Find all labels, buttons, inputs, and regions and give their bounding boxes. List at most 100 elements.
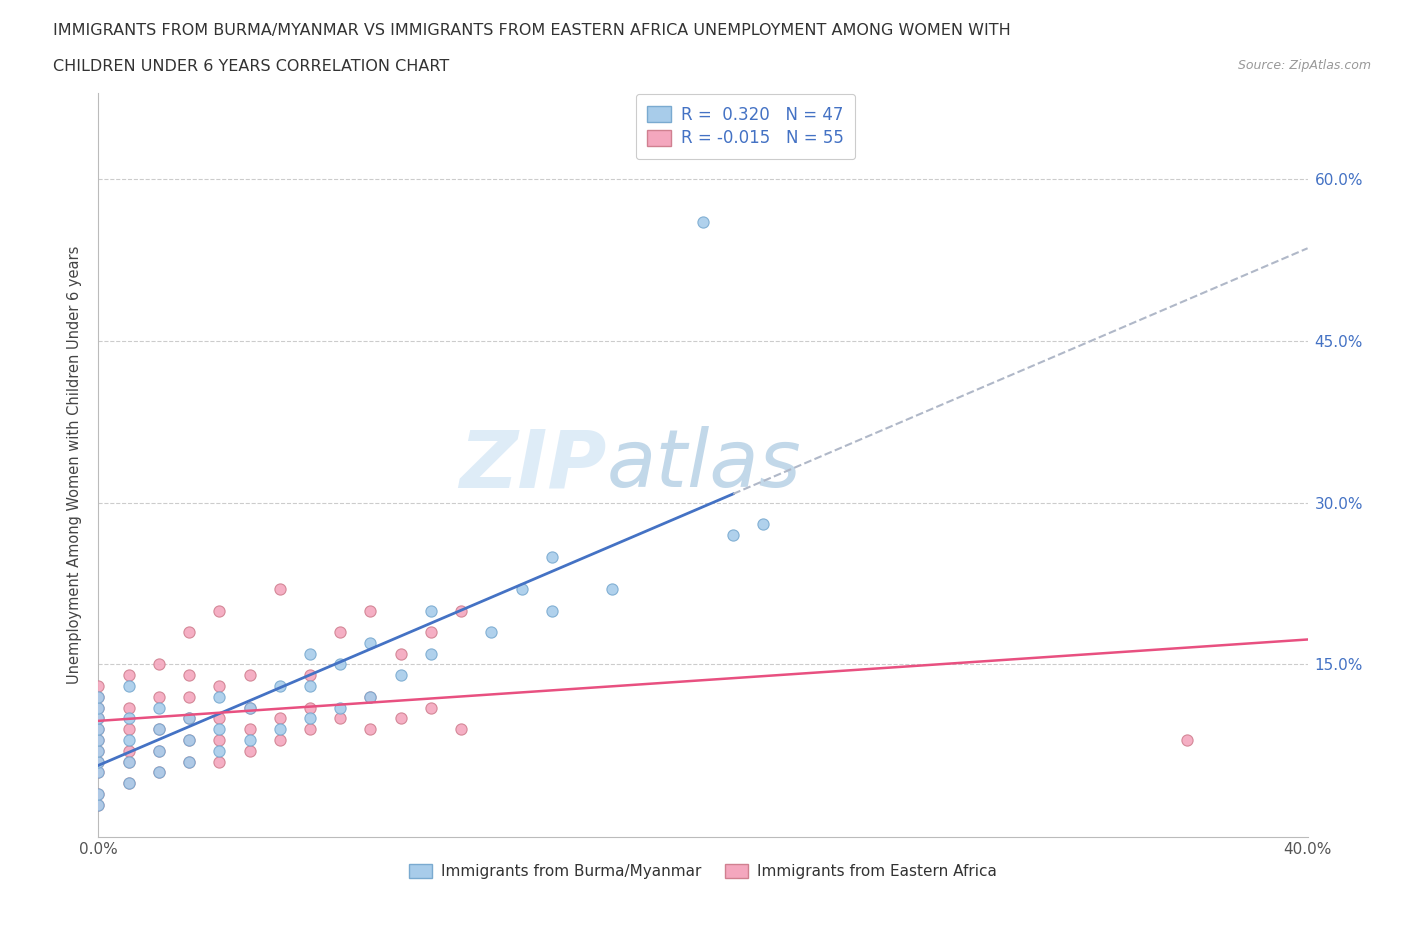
Point — [87, 754, 110, 769]
Point — [360, 689, 382, 704]
Point — [87, 700, 110, 715]
Text: IMMIGRANTS FROM BURMA/MYANMAR VS IMMIGRANTS FROM EASTERN AFRICA UNEMPLOYMENT AMO: IMMIGRANTS FROM BURMA/MYANMAR VS IMMIGRA… — [53, 23, 1011, 38]
Point — [299, 679, 322, 694]
Point — [118, 733, 141, 748]
Point — [239, 743, 262, 758]
Point — [239, 733, 262, 748]
Point — [148, 743, 170, 758]
Point — [360, 722, 382, 737]
Text: atlas: atlas — [606, 426, 801, 504]
Point — [87, 764, 110, 779]
Point — [239, 700, 262, 715]
Point — [179, 711, 201, 725]
Legend: Immigrants from Burma/Myanmar, Immigrants from Eastern Africa: Immigrants from Burma/Myanmar, Immigrant… — [404, 857, 1002, 885]
Point — [179, 668, 201, 683]
Point — [360, 635, 382, 650]
Point — [179, 754, 201, 769]
Point — [602, 581, 624, 596]
Point — [269, 581, 291, 596]
Point — [148, 743, 170, 758]
Point — [299, 711, 322, 725]
Point — [87, 700, 110, 715]
Point — [540, 550, 562, 565]
Point — [148, 722, 170, 737]
Point — [87, 797, 110, 812]
Point — [450, 604, 472, 618]
Point — [118, 668, 141, 683]
Point — [299, 722, 322, 737]
Point — [179, 711, 201, 725]
Point — [752, 517, 775, 532]
Point — [208, 722, 231, 737]
Point — [87, 743, 110, 758]
Point — [450, 722, 472, 737]
Point — [208, 604, 231, 618]
Point — [239, 722, 262, 737]
Point — [239, 668, 262, 683]
Point — [360, 604, 382, 618]
Point — [118, 722, 141, 737]
Point — [360, 689, 382, 704]
Point — [87, 764, 110, 779]
Point — [179, 733, 201, 748]
Point — [269, 711, 291, 725]
Point — [692, 215, 714, 230]
Point — [87, 733, 110, 748]
Point — [299, 700, 322, 715]
Point — [420, 604, 443, 618]
Point — [389, 668, 412, 683]
Point — [148, 764, 170, 779]
Point — [118, 743, 141, 758]
Point — [179, 625, 201, 640]
Point — [87, 722, 110, 737]
Point — [87, 711, 110, 725]
Point — [179, 689, 201, 704]
Point — [269, 722, 291, 737]
Point — [118, 711, 141, 725]
Point — [208, 754, 231, 769]
Point — [148, 689, 170, 704]
Point — [87, 797, 110, 812]
Point — [87, 733, 110, 748]
Text: CHILDREN UNDER 6 YEARS CORRELATION CHART: CHILDREN UNDER 6 YEARS CORRELATION CHART — [53, 59, 450, 73]
Text: Source: ZipAtlas.com: Source: ZipAtlas.com — [1237, 59, 1371, 72]
Point — [299, 668, 322, 683]
Point — [329, 657, 352, 671]
Point — [269, 679, 291, 694]
Point — [148, 700, 170, 715]
Point — [420, 625, 443, 640]
Point — [87, 689, 110, 704]
Point — [148, 722, 170, 737]
Point — [389, 646, 412, 661]
Point — [239, 700, 262, 715]
Point — [1175, 733, 1198, 748]
Point — [420, 700, 443, 715]
Point — [87, 743, 110, 758]
Point — [118, 754, 141, 769]
Point — [723, 527, 745, 542]
Point — [208, 743, 231, 758]
Point — [420, 646, 443, 661]
Point — [87, 754, 110, 769]
Text: ZIP: ZIP — [458, 426, 606, 504]
Point — [87, 711, 110, 725]
Point — [179, 754, 201, 769]
Point — [87, 787, 110, 802]
Point — [329, 700, 352, 715]
Point — [329, 625, 352, 640]
Point — [118, 754, 141, 769]
Point — [510, 581, 533, 596]
Point — [208, 679, 231, 694]
Point — [269, 733, 291, 748]
Point — [179, 733, 201, 748]
Point — [540, 604, 562, 618]
Point — [87, 689, 110, 704]
Point — [148, 657, 170, 671]
Point — [118, 679, 141, 694]
Point — [118, 700, 141, 715]
Y-axis label: Unemployment Among Women with Children Under 6 years: Unemployment Among Women with Children U… — [67, 246, 83, 684]
Point — [87, 722, 110, 737]
Point — [329, 711, 352, 725]
Point — [87, 787, 110, 802]
Point — [208, 689, 231, 704]
